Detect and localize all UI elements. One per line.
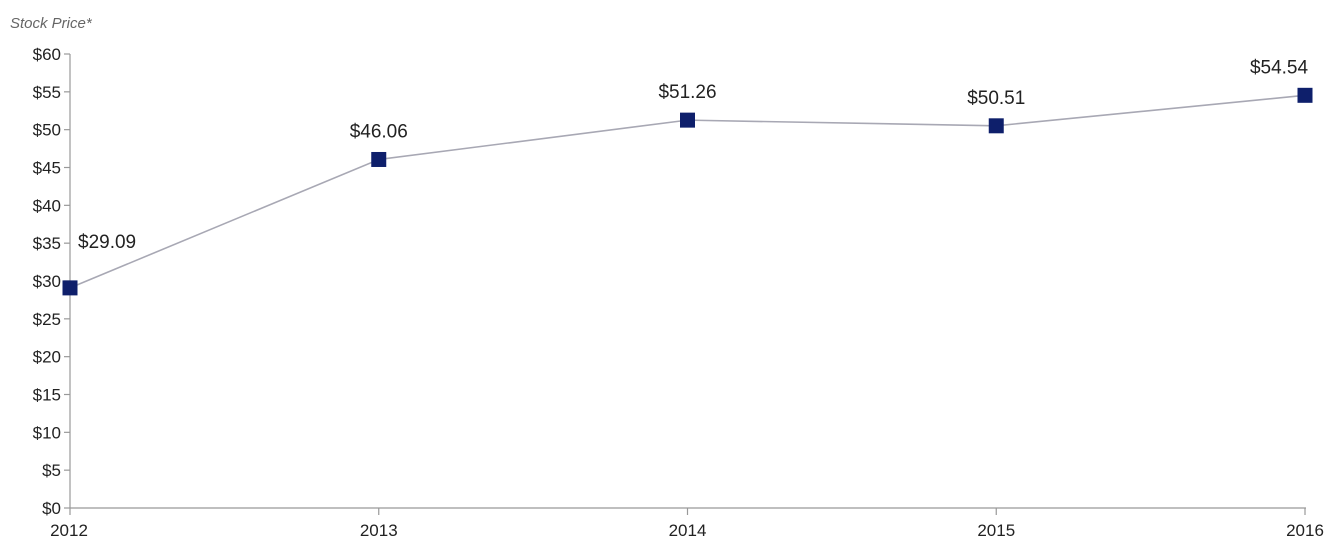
data-label: $54.54 [1250, 57, 1309, 78]
data-point-marker [988, 118, 1004, 134]
y-tick-label: $60 [33, 45, 61, 64]
y-axis-label: Stock Price* [10, 15, 93, 32]
data-point-marker [371, 151, 387, 167]
y-tick-label: $30 [33, 272, 61, 291]
x-tick-label: 2013 [360, 521, 398, 540]
data-point-marker [680, 112, 695, 128]
markers [62, 87, 1313, 296]
y-tick-label: $5 [42, 461, 61, 480]
data-point-marker [62, 280, 78, 296]
x-tick-label: 2016 [1286, 521, 1324, 540]
y-ticks: $0 $5 $10 $15 $20 $25 $30 $35 $40 $45 $50 $55 $60 [33, 45, 70, 518]
y-tick-label: $35 [33, 234, 61, 253]
y-tick-label: $45 [33, 159, 61, 178]
x-ticks: 2012 2013 2014 2015 2016 [50, 508, 1324, 540]
y-tick-label: $20 [33, 348, 61, 367]
y-tick-label: $50 [33, 121, 61, 140]
y-tick-label: $55 [33, 83, 61, 102]
data-labels: $29.09 $46.06 $51.26 $50.51 $54.54 [78, 57, 1308, 253]
x-tick-label: 2012 [50, 521, 88, 540]
y-tick-label: $40 [33, 196, 61, 215]
data-point-marker [1297, 87, 1313, 103]
y-tick-label: $10 [33, 423, 61, 442]
x-tick-label: 2014 [669, 521, 707, 540]
y-tick-label: $15 [33, 386, 61, 405]
data-label: $29.09 [78, 232, 136, 253]
x-tick-label: 2015 [977, 521, 1015, 540]
data-label: $46.06 [350, 121, 408, 142]
y-tick-label: $0 [42, 499, 61, 518]
data-label: $51.26 [658, 82, 716, 103]
y-tick-label: $25 [33, 310, 61, 329]
data-label: $50.51 [967, 88, 1025, 109]
